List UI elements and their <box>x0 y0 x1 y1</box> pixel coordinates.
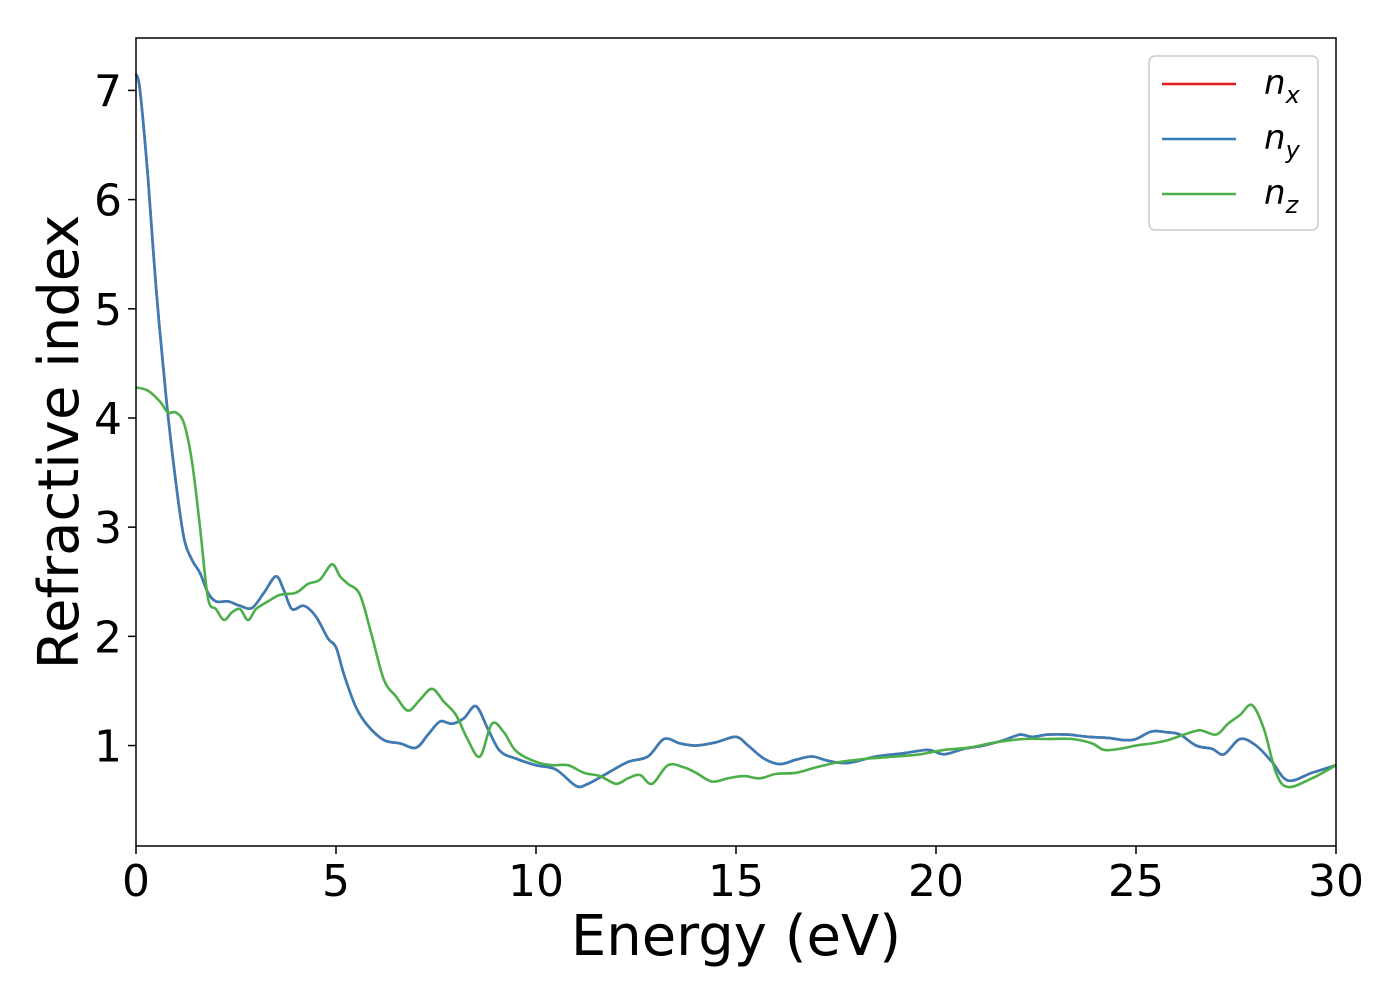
series-layer <box>134 73 1337 789</box>
y-axis-ticks: 1 2 3 4 5 6 7 <box>94 66 136 773</box>
legend-label-x: nx <box>1264 63 1301 109</box>
x-axis-title: Energy (eV) <box>571 904 901 969</box>
y-tick-label: 2 <box>94 612 122 663</box>
y-axis-title: Refractive index <box>27 215 92 670</box>
legend-box <box>1148 55 1319 231</box>
x-tick-label: 5 <box>322 856 350 907</box>
y-tick-label: 1 <box>94 722 122 773</box>
x-tick-label: 25 <box>1108 856 1164 907</box>
x-tick-label: 30 <box>1308 856 1364 907</box>
y-tick-label: 5 <box>94 285 122 336</box>
x-tick-label: 20 <box>908 856 964 907</box>
y-tick-label: 3 <box>94 503 122 554</box>
legend-label-z: nz <box>1264 173 1300 219</box>
y-tick-label: 6 <box>94 176 122 227</box>
y-tick-label: 4 <box>94 394 122 445</box>
x-tick-label: 10 <box>508 856 564 907</box>
series-line-z <box>135 386 1337 789</box>
x-tick-label: 0 <box>122 856 150 907</box>
x-tick-label: 15 <box>708 856 764 907</box>
series-line-y <box>134 73 1337 789</box>
y-tick-label: 7 <box>94 66 122 117</box>
legend: nx ny nz <box>1148 55 1319 231</box>
legend-label-y: ny <box>1264 118 1301 164</box>
x-axis-ticks: 0 5 10 15 20 25 30 <box>122 846 1364 907</box>
